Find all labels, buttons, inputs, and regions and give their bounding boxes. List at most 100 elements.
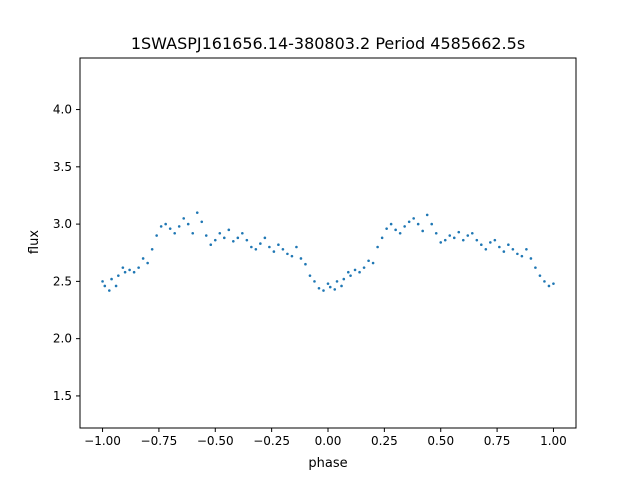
data-point [333, 288, 337, 291]
data-point [108, 289, 111, 292]
data-point [277, 243, 280, 247]
data-point [141, 257, 145, 260]
data-point [448, 234, 452, 237]
x-tick-label: 0.00 [315, 434, 342, 448]
x-tick-label: −0.75 [141, 434, 178, 448]
plot-frame [79, 57, 577, 429]
data-point [114, 284, 118, 288]
data-point [263, 236, 267, 240]
data-point [313, 280, 316, 283]
chart-title: 1SWASPJ161656.14-380803.2 Period 4585662… [131, 34, 525, 53]
data-point [516, 252, 519, 256]
data-point [326, 282, 330, 285]
data-point [317, 286, 321, 290]
data-point [342, 277, 346, 281]
data-point [425, 213, 429, 217]
data-point [295, 245, 298, 249]
data-point [470, 231, 474, 235]
data-point [507, 243, 510, 247]
data-point [173, 231, 176, 235]
data-point [398, 231, 402, 235]
data-point [407, 220, 411, 224]
data-point [498, 245, 501, 249]
data-point [236, 236, 240, 240]
y-tick-label: 1.5 [53, 389, 72, 403]
data-point [443, 238, 447, 242]
y-axis: 1.5 2.0 2.5 3.0 3.5 4.0 [53, 103, 80, 403]
data-point [182, 217, 186, 220]
data-point [137, 266, 140, 269]
data-point [349, 274, 352, 277]
data-point [457, 230, 461, 234]
data-point [430, 222, 434, 226]
data-point [484, 248, 488, 251]
data-point [259, 242, 262, 245]
data-point [389, 222, 393, 226]
data-point [103, 284, 107, 288]
data-point [434, 231, 438, 235]
data-point [299, 257, 303, 260]
data-point [367, 259, 370, 263]
data-point [213, 238, 217, 242]
data-point [304, 262, 307, 266]
data-point [146, 261, 149, 265]
data-point [328, 285, 332, 289]
data-point [132, 270, 136, 274]
x-axis-label: phase [308, 456, 347, 471]
data-point [218, 231, 222, 235]
data-point [110, 277, 113, 281]
data-point [466, 234, 470, 237]
data-point [525, 248, 528, 251]
data-point [227, 228, 231, 232]
data-point [281, 248, 285, 251]
data-point [416, 222, 420, 226]
scatter-points [101, 211, 555, 292]
x-tick-label: 0.50 [427, 434, 454, 448]
data-point [123, 270, 127, 274]
data-point [480, 243, 483, 247]
y-tick-label: 3.5 [53, 160, 72, 174]
data-point [461, 238, 465, 242]
y-tick-label: 3.0 [53, 217, 72, 231]
data-point [101, 280, 104, 283]
data-point [322, 289, 325, 292]
data-point [439, 241, 443, 244]
x-tick-label: 1.00 [540, 434, 567, 448]
data-point [552, 282, 555, 285]
data-point [353, 268, 357, 272]
data-point [209, 243, 213, 247]
data-point [272, 250, 276, 253]
data-point [520, 254, 524, 258]
data-point [475, 238, 479, 242]
data-point [191, 231, 195, 235]
data-point [502, 250, 506, 253]
data-point [538, 274, 542, 277]
data-point [268, 245, 271, 249]
data-point [346, 270, 350, 274]
x-tick-label: −0.50 [197, 434, 234, 448]
data-point [394, 228, 397, 232]
data-point [385, 227, 388, 230]
data-point [254, 248, 258, 251]
data-point [547, 284, 551, 288]
data-point [195, 211, 199, 214]
data-point [241, 231, 244, 235]
data-point [403, 225, 406, 228]
data-point [376, 245, 379, 249]
data-point [308, 274, 312, 277]
data-point [232, 239, 235, 243]
x-tick-label: 0.75 [484, 434, 511, 448]
x-tick-label: 0.25 [371, 434, 398, 448]
data-point [534, 266, 537, 269]
y-tick-label: 2.0 [53, 332, 72, 346]
data-point [204, 234, 208, 237]
y-tick-label: 4.0 [53, 103, 72, 117]
data-point [250, 245, 253, 249]
data-point [452, 236, 456, 240]
x-tick-label: −1.00 [84, 434, 121, 448]
data-point [155, 234, 158, 237]
data-point [200, 220, 204, 224]
data-point [168, 227, 172, 230]
data-point [177, 225, 181, 228]
